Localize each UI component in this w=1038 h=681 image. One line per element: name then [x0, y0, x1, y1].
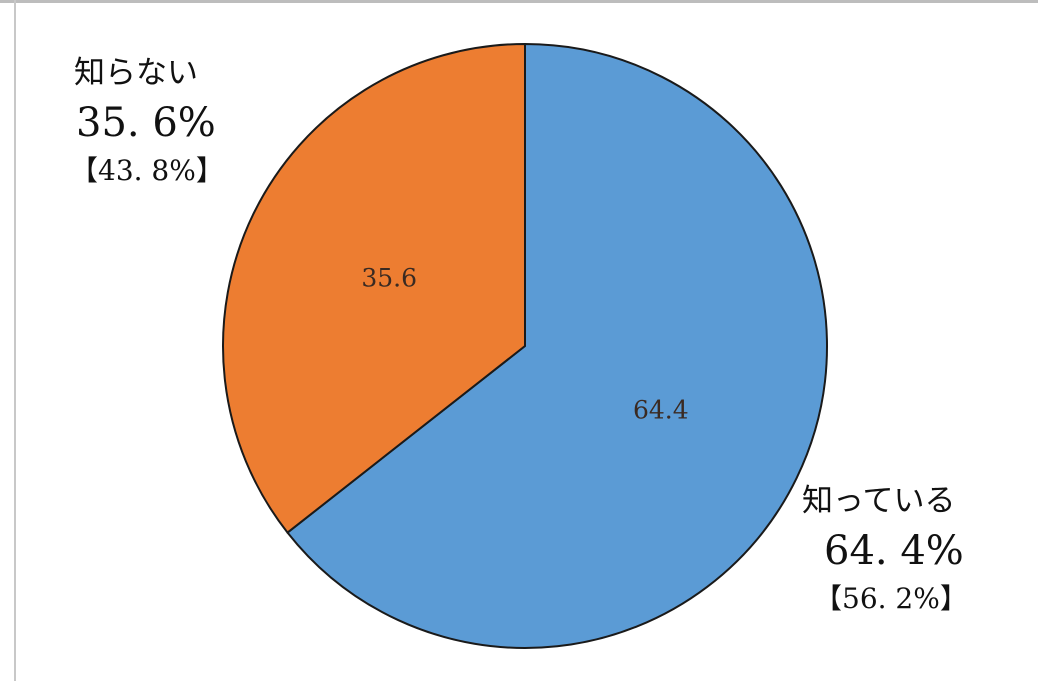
- pie-slices: [222, 43, 828, 649]
- pie-slice-1: [222, 43, 526, 534]
- callout-aware-label: 知っている: [802, 483, 956, 519]
- callout-aware-previous: 【56. 2%】: [814, 582, 968, 615]
- slice-value-label-1: 35.6: [361, 264, 417, 293]
- callout-not-aware-label: 知らない: [74, 55, 198, 91]
- callout-aware-percent: 64. 4%: [824, 528, 964, 574]
- frame-left-border: [14, 0, 16, 681]
- pie-slice-labels: 64.4 35.6: [361, 264, 688, 425]
- slice-value-label-0: 64.4: [633, 396, 689, 425]
- frame-top-border: [0, 0, 1038, 3]
- callout-aware: 知っている 64. 4% 【56. 2%】: [802, 486, 968, 613]
- callout-not-aware-previous: 【43. 8%】: [70, 154, 224, 187]
- pie-slice-0: [286, 43, 828, 649]
- callout-not-aware-percent: 35. 6%: [76, 100, 216, 146]
- callout-not-aware: 知らない 35. 6% 【43. 8%】: [70, 58, 224, 185]
